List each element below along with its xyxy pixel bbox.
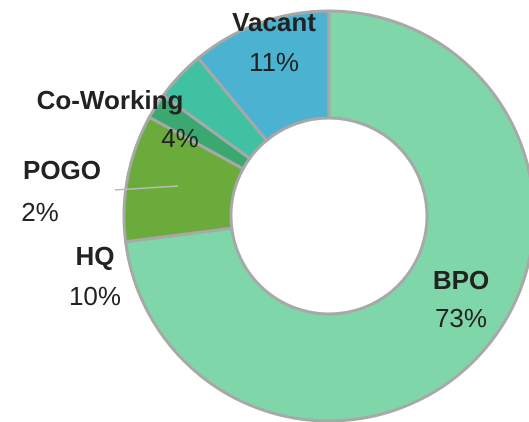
leader-line bbox=[114, 185, 179, 191]
value-label: 10% bbox=[69, 281, 121, 311]
donut-slice bbox=[123, 9, 529, 422]
value-label: 4% bbox=[161, 123, 199, 153]
category-label: Vacant bbox=[232, 7, 316, 37]
value-label: 73% bbox=[435, 303, 487, 333]
category-label: BPO bbox=[433, 265, 489, 295]
category-label: Co-Working bbox=[37, 85, 184, 115]
donut-slice bbox=[196, 9, 331, 143]
category-label: POGO bbox=[23, 155, 101, 185]
value-label: 11% bbox=[249, 47, 299, 77]
value-label: 2% bbox=[21, 197, 59, 227]
category-label: HQ bbox=[76, 241, 115, 271]
